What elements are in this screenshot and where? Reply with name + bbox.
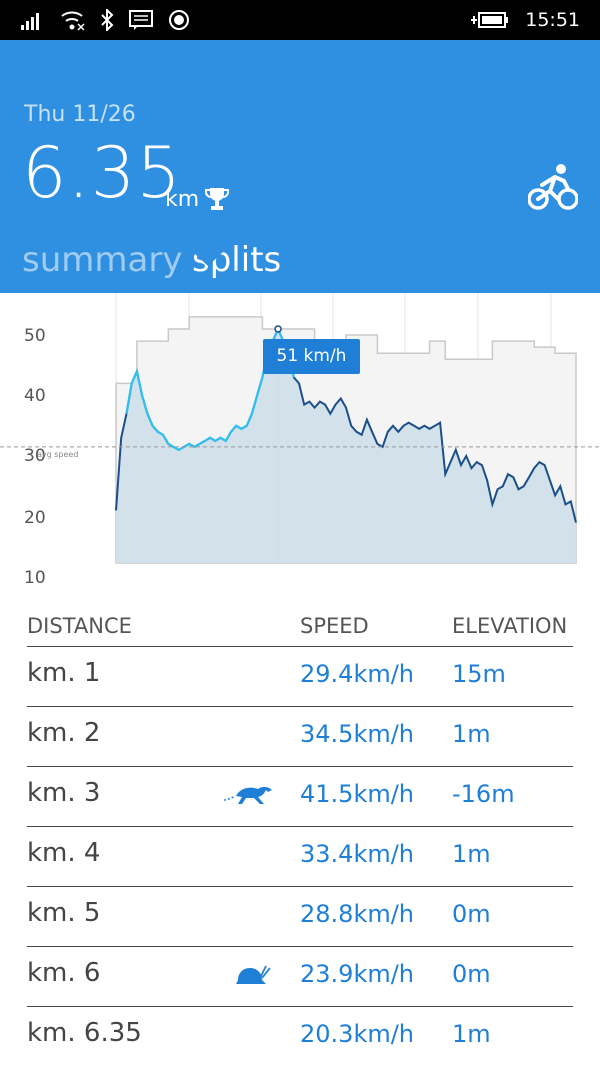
split-distance: km. 5 bbox=[27, 898, 101, 928]
header-speed: SPEED bbox=[300, 614, 369, 638]
split-distance: km. 6 bbox=[27, 958, 101, 988]
split-row[interactable]: km. 2 34.5km/h 1m bbox=[0, 706, 600, 766]
divider bbox=[27, 706, 573, 707]
record-icon bbox=[169, 10, 189, 30]
active-tab-pointer bbox=[193, 252, 223, 266]
distance-unit: km bbox=[165, 187, 200, 212]
wifi-icon bbox=[61, 11, 85, 31]
split-speed: 28.8km/h bbox=[300, 900, 415, 928]
trophy-icon bbox=[205, 188, 229, 210]
y-tick-label: 10 bbox=[24, 568, 46, 588]
split-row[interactable]: km. 5 28.8km/h 0m bbox=[0, 886, 600, 946]
divider bbox=[27, 1006, 573, 1007]
splits-table-header: DISTANCE SPEED ELEVATION bbox=[0, 610, 600, 646]
split-distance: km. 6.35 bbox=[27, 1018, 142, 1048]
divider bbox=[27, 886, 573, 887]
split-distance: km. 3 bbox=[27, 778, 101, 808]
split-distance: km. 1 bbox=[27, 658, 101, 688]
split-row[interactable]: km. 6.35 20.3km/h 1m bbox=[0, 1006, 600, 1066]
split-speed: 33.4km/h bbox=[300, 840, 415, 868]
avg-speed-label: avg speed bbox=[37, 450, 79, 459]
split-row[interactable]: km. 1 29.4km/h 15m bbox=[0, 646, 600, 706]
split-speed: 20.3km/h bbox=[300, 1020, 415, 1048]
split-elevation: 1m bbox=[452, 1020, 491, 1048]
header-distance: DISTANCE bbox=[27, 614, 132, 638]
clock: 15:51 bbox=[525, 9, 580, 31]
split-elevation: 15m bbox=[452, 660, 506, 688]
header-elevation: ELEVATION bbox=[452, 614, 568, 638]
message-icon bbox=[129, 10, 153, 30]
y-tick-label: 40 bbox=[24, 386, 46, 406]
divider bbox=[27, 826, 573, 827]
speed-tooltip: 51 km/h bbox=[263, 339, 360, 374]
speed-chart-plot bbox=[0, 293, 600, 564]
speed-area bbox=[116, 329, 576, 563]
split-elevation: 1m bbox=[452, 840, 491, 868]
battery-charging-icon bbox=[471, 12, 509, 28]
cheetah-fastest-icon bbox=[223, 786, 272, 804]
split-distance: km. 4 bbox=[27, 838, 101, 868]
activity-header: Thu 11/26 6.35 km summary splits bbox=[0, 40, 600, 293]
divider bbox=[27, 646, 573, 647]
tab-summary[interactable]: summary bbox=[22, 240, 183, 280]
y-tick-label: 20 bbox=[24, 508, 46, 528]
divider bbox=[27, 766, 573, 767]
peak-point bbox=[274, 325, 282, 333]
split-speed: 34.5km/h bbox=[300, 720, 415, 748]
split-elevation: -16m bbox=[452, 780, 515, 808]
split-elevation: 0m bbox=[452, 960, 491, 988]
y-tick-label: 30 bbox=[24, 446, 46, 466]
split-elevation: 1m bbox=[452, 720, 491, 748]
bike-icon bbox=[528, 164, 578, 210]
activity-date: Thu 11/26 bbox=[24, 102, 136, 127]
y-tick-label: 50 bbox=[24, 326, 46, 346]
speed-chart[interactable] bbox=[0, 293, 600, 593]
signal-icon bbox=[21, 13, 39, 30]
split-row-slowest[interactable]: km. 6 23.9km/h 0m bbox=[0, 946, 600, 1006]
split-elevation: 0m bbox=[452, 900, 491, 928]
split-distance: km. 2 bbox=[27, 718, 101, 748]
split-row-fastest[interactable]: km. 3 41.5km/h -16m bbox=[0, 766, 600, 826]
snail-slowest-icon bbox=[236, 965, 271, 984]
split-row[interactable]: km. 4 33.4km/h 1m bbox=[0, 826, 600, 886]
split-speed: 41.5km/h bbox=[300, 780, 415, 808]
divider bbox=[27, 946, 573, 947]
status-bar: 15:51 bbox=[0, 0, 600, 40]
bluetooth-icon bbox=[101, 9, 114, 31]
total-distance: 6.35 bbox=[22, 132, 182, 214]
split-speed: 29.4km/h bbox=[300, 660, 415, 688]
split-speed: 23.9km/h bbox=[300, 960, 415, 988]
